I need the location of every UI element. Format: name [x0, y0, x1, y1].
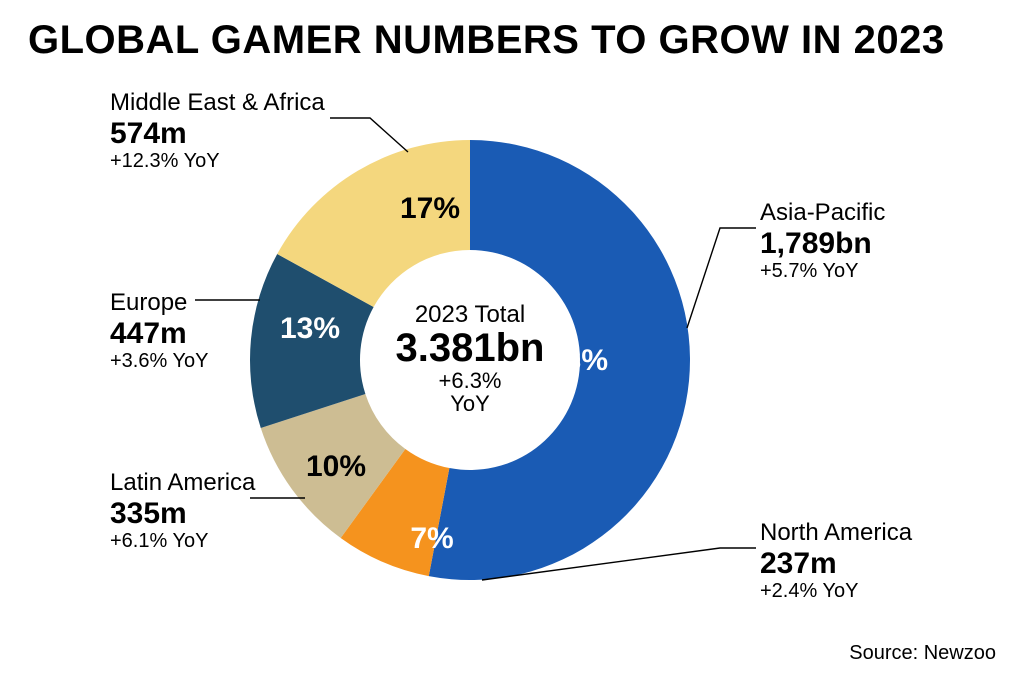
- callout-region-asia: Asia-Pacific: [760, 200, 885, 227]
- center-yoy-label: YoY: [370, 392, 570, 415]
- callout-na: North America237m+2.4% YoY: [760, 520, 912, 603]
- callout-region-eu: Europe: [110, 290, 208, 317]
- chart-source: Source: Newzoo: [849, 642, 996, 665]
- callout-yoy-mea: +12.3% YoY: [110, 150, 325, 172]
- callout-asia: Asia-Pacific1,789bn+5.7% YoY: [760, 200, 885, 283]
- center-yoy-pct: +6.3%: [370, 369, 570, 392]
- callout-value-na: 237m: [760, 547, 912, 581]
- donut-center-text: 2023 Total 3.381bn +6.3% YoY: [370, 302, 570, 415]
- callout-yoy-asia: +5.7% YoY: [760, 260, 885, 282]
- callout-yoy-latam: +6.1% YoY: [110, 530, 255, 552]
- center-total: 3.381bn: [370, 327, 570, 369]
- callout-latam: Latin America335m+6.1% YoY: [110, 470, 255, 553]
- callout-yoy-eu: +3.6% YoY: [110, 350, 208, 372]
- callout-value-asia: 1,789bn: [760, 227, 885, 261]
- callout-value-mea: 574m: [110, 117, 325, 151]
- callout-mea: Middle East & Africa574m+12.3% YoY: [110, 90, 325, 173]
- callout-region-latam: Latin America: [110, 470, 255, 497]
- callout-region-mea: Middle East & Africa: [110, 90, 325, 117]
- callout-value-eu: 447m: [110, 317, 208, 351]
- callout-yoy-na: +2.4% YoY: [760, 580, 912, 602]
- callout-value-latam: 335m: [110, 497, 255, 531]
- center-label: 2023 Total: [370, 302, 570, 327]
- callout-eu: Europe447m+3.6% YoY: [110, 290, 208, 373]
- callout-region-na: North America: [760, 520, 912, 547]
